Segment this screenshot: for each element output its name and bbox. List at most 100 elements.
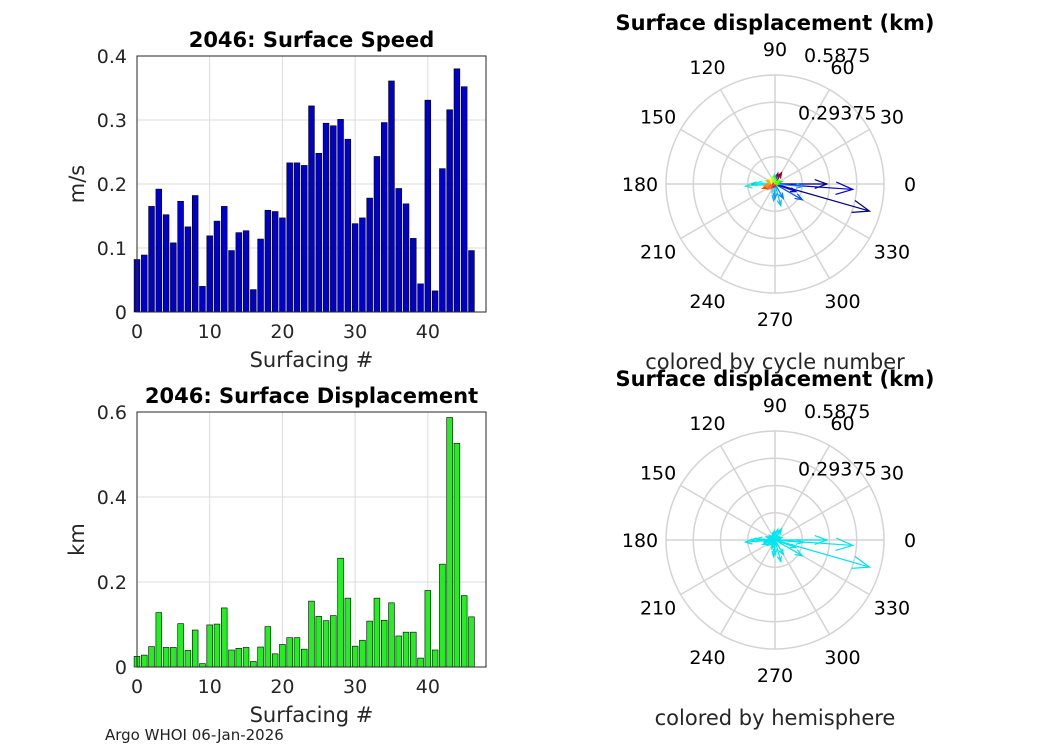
polar-cycle-vector-head — [789, 187, 798, 193]
polar-hemi-vector-head — [743, 538, 753, 545]
speed-bar — [351, 223, 359, 313]
disp-bar — [250, 661, 257, 668]
speed-bar — [460, 86, 468, 313]
polar-cycle-chart: 0 30 60 90 120 150 180 210 240 270 300 330 0.29375 0.… — [615, 11, 934, 374]
speed-y-tick-label: 0.2 — [97, 174, 127, 196]
speed-y-tick-label: 0.4 — [97, 46, 127, 68]
disp-bar — [359, 639, 366, 668]
disp-bar — [417, 657, 424, 668]
disp-bar — [453, 443, 461, 668]
speed-bar — [250, 289, 257, 313]
polar-cycle-angle-label: 240 — [689, 291, 725, 313]
polar-cycle-spoke — [719, 183, 776, 279]
speed-x-tick-label: 0 — [131, 321, 143, 343]
speed-y-axis-label: m/s — [65, 165, 89, 203]
disp-bar — [271, 653, 279, 668]
disp-bar — [141, 654, 148, 668]
disp-bar — [337, 557, 344, 668]
polar-hemi-spoke — [719, 445, 776, 541]
polar-cycle-vector-head — [835, 181, 855, 195]
polar-cycle-vector-head — [743, 182, 753, 189]
polar-cycle-angle-label: 30 — [880, 107, 904, 129]
disp-bar — [162, 647, 170, 668]
disp-x-tick-label: 20 — [270, 676, 294, 698]
speed-bar — [221, 206, 228, 313]
disp-x-tick-label: 0 — [131, 676, 143, 698]
speed-bar — [410, 238, 417, 313]
polar-cycle-vector-head — [795, 182, 805, 189]
speed-bar — [388, 80, 395, 313]
disp-bar — [286, 637, 293, 668]
disp-bar — [380, 619, 388, 668]
speed-bar — [170, 242, 177, 313]
polar-hemi-angle-label: 210 — [640, 598, 676, 620]
speed-bar — [453, 68, 461, 313]
polar-hemi-angle-label: 300 — [824, 647, 860, 669]
polar-cycle-angle-label: 150 — [640, 107, 676, 129]
polar-cycle-vector-head — [771, 175, 777, 184]
polar-cycle-rtick-label: 0.5875 — [804, 45, 870, 67]
polar-hemisphere-chart: 0 30 60 90 120 150 180 210 240 270 300 330 0.29375 0.… — [615, 367, 934, 730]
polar-hemi-vector — [774, 539, 803, 557]
speed-bar — [468, 250, 475, 313]
speed-bar — [148, 206, 155, 313]
disp-x-tick-label: 30 — [343, 676, 367, 698]
polar-cycle-angle-label: 90 — [763, 39, 787, 61]
speed-bar — [177, 200, 184, 313]
polar-cycle-rtick-label: 0.29375 — [798, 103, 877, 125]
disp-bar — [308, 600, 315, 668]
polar-hemi-angle-label: 0 — [904, 530, 916, 552]
polar-hemi-angle-label: 240 — [689, 647, 725, 669]
polar-hemi-vector-head — [762, 538, 771, 544]
speed-bar — [235, 232, 242, 313]
disp-bar — [460, 595, 468, 668]
speed-bar — [330, 125, 337, 313]
polar-hemi-vector-head — [771, 531, 777, 540]
speed-bar — [402, 203, 410, 313]
speed-bar — [191, 195, 199, 313]
polar-cycle-angle-label: 120 — [689, 57, 725, 79]
polar-hemi-vector-head — [794, 549, 804, 557]
disp-x-axis-label: Surfacing # — [250, 703, 374, 727]
disp-bar — [351, 645, 359, 668]
speed-bar — [286, 162, 293, 313]
polar-hemi-angle-label: 330 — [874, 598, 910, 620]
disp-bar — [206, 624, 213, 668]
polar-hemi-vector — [774, 539, 782, 562]
polar-cycle-vector — [774, 183, 782, 206]
speed-bar — [184, 226, 192, 313]
polar-cycle-vector-head — [794, 193, 804, 201]
polar-cycle-vector — [774, 183, 803, 201]
disp-x-tick-label: 10 — [198, 676, 222, 698]
speed-bar — [162, 214, 170, 313]
polar-cycle-angle-label: 180 — [622, 174, 658, 196]
polar-cycle-vector-head — [851, 200, 872, 213]
polar-hemi-vector-head — [789, 543, 798, 549]
polar-cycle-angle-label: 0 — [904, 174, 916, 196]
polar-hemi-vector — [774, 539, 797, 549]
speed-title: 2046: Surface Speed — [189, 28, 435, 52]
polar-cycle-vector-head — [754, 180, 763, 186]
polar-hemi-vector-head — [778, 548, 785, 556]
speed-bar — [359, 217, 366, 313]
polar-cycle-vector-head — [765, 184, 774, 191]
polar-cycle-spoke — [680, 183, 776, 240]
speed-bar — [373, 156, 381, 313]
speed-bar — [344, 138, 352, 313]
polar-hemi-rtick-label: 0.29375 — [798, 459, 877, 481]
polar-cycle-subtitle: colored by cycle number — [645, 350, 905, 374]
speed-bar — [257, 238, 264, 313]
disp-bar — [177, 623, 184, 668]
disp-axes-box — [136, 411, 487, 668]
speed-bar — [206, 235, 213, 313]
polar-cycle-angle-label: 300 — [824, 291, 860, 313]
polar-cycle-vector-head — [772, 193, 778, 201]
disp-bar — [264, 626, 272, 668]
polar-cycle-vector-head — [773, 179, 781, 186]
disp-y-tick-label: 0 — [115, 657, 127, 679]
polar-cycle-vector — [774, 183, 870, 212]
disp-bar — [431, 649, 439, 668]
speed-x-tick-label: 10 — [198, 321, 222, 343]
polar-hemi-vector-head — [772, 549, 778, 557]
